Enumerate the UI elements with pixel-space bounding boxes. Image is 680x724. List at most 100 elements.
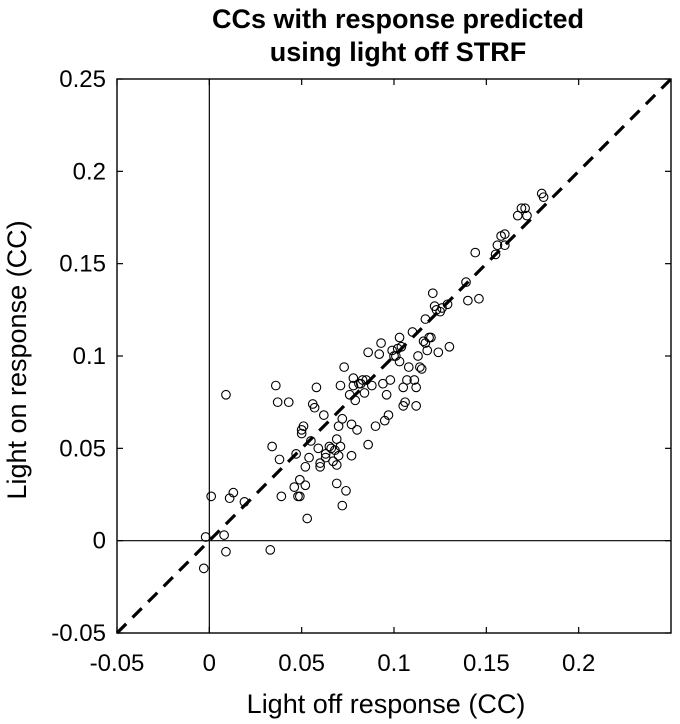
data-point bbox=[403, 362, 414, 372]
data-point bbox=[291, 449, 301, 459]
data-point bbox=[339, 362, 349, 372]
data-point bbox=[442, 299, 453, 310]
reference-lines bbox=[115, 77, 673, 635]
data-point bbox=[352, 425, 362, 435]
data-point bbox=[270, 380, 281, 391]
data-point bbox=[294, 474, 305, 485]
data-point bbox=[400, 397, 410, 408]
y-tick-label: 0.15 bbox=[59, 251, 106, 278]
data-point bbox=[344, 389, 355, 400]
data-point bbox=[420, 314, 431, 324]
data-point bbox=[228, 487, 239, 498]
data-point bbox=[474, 293, 484, 304]
data-point bbox=[385, 375, 396, 385]
data-point bbox=[341, 485, 351, 496]
x-tick-label: 0.2 bbox=[562, 650, 595, 677]
data-point bbox=[198, 563, 209, 574]
x-tick-label: 0.1 bbox=[377, 650, 410, 677]
data-point bbox=[411, 401, 422, 411]
data-point bbox=[370, 421, 381, 432]
data-point bbox=[361, 375, 372, 385]
data-point bbox=[359, 388, 370, 398]
data-point bbox=[463, 295, 473, 306]
data-point bbox=[381, 389, 392, 400]
data-point bbox=[499, 240, 510, 251]
y-axis-label: Light on response (CC) bbox=[2, 220, 32, 499]
x-tick-label: -0.05 bbox=[90, 650, 145, 677]
x-tick-label: 0.15 bbox=[463, 650, 510, 677]
data-point bbox=[348, 380, 359, 391]
data-point bbox=[315, 458, 325, 468]
data-point bbox=[267, 441, 277, 452]
data-point bbox=[335, 441, 346, 452]
data-point bbox=[300, 480, 311, 491]
data-point bbox=[407, 327, 418, 337]
axis-ticks: -0.05 0 0.05 0.1 0.15 0.2 -0.05 0 0.05 0.1 0.15 0.2… bbox=[51, 66, 671, 677]
data-point bbox=[416, 364, 427, 374]
data-point bbox=[426, 332, 436, 343]
data-point bbox=[318, 410, 329, 420]
data-point bbox=[394, 356, 405, 367]
data-point bbox=[306, 436, 316, 446]
data-point bbox=[409, 375, 420, 385]
data-point bbox=[335, 380, 346, 391]
y-tick-label: 0.05 bbox=[59, 435, 106, 462]
x-tick-label: 0.05 bbox=[278, 650, 325, 677]
data-point bbox=[376, 338, 386, 348]
data-point bbox=[411, 382, 422, 393]
data-point bbox=[206, 491, 217, 502]
data-point bbox=[394, 332, 405, 343]
data-point bbox=[346, 419, 357, 430]
data-point bbox=[499, 229, 510, 239]
data-point bbox=[304, 452, 314, 463]
data-point bbox=[350, 395, 361, 406]
data-point bbox=[490, 249, 501, 260]
data-point bbox=[337, 413, 348, 424]
y-tick-label: -0.05 bbox=[51, 620, 106, 647]
data-point bbox=[427, 288, 438, 299]
data-point bbox=[283, 397, 294, 408]
data-point bbox=[363, 439, 373, 450]
y-tick-label: 0.2 bbox=[73, 158, 106, 185]
data-point bbox=[402, 375, 412, 385]
data-point bbox=[302, 513, 313, 524]
data-point bbox=[298, 421, 309, 432]
data-point bbox=[422, 345, 433, 356]
data-point bbox=[294, 491, 305, 502]
data-point bbox=[470, 247, 481, 258]
data-point bbox=[328, 456, 338, 467]
data-point bbox=[374, 349, 385, 360]
data-point bbox=[337, 500, 348, 511]
data-point bbox=[333, 450, 344, 461]
data-point bbox=[300, 461, 311, 472]
data-point bbox=[396, 341, 407, 352]
data-point bbox=[522, 210, 532, 221]
chart-title-line-2: using light off STRF bbox=[270, 37, 526, 67]
data-point bbox=[331, 460, 342, 470]
data-point bbox=[265, 545, 276, 555]
data-point bbox=[221, 389, 231, 400]
data-point bbox=[363, 347, 373, 358]
data-point bbox=[444, 341, 455, 352]
chart-title-line-1: CCs with response predicted bbox=[212, 4, 584, 34]
data-point bbox=[274, 454, 285, 465]
data-point bbox=[219, 530, 229, 540]
data-point bbox=[433, 347, 444, 358]
data-point bbox=[272, 397, 283, 408]
data-points bbox=[198, 188, 549, 574]
data-point bbox=[492, 240, 503, 251]
data-point bbox=[357, 375, 368, 385]
data-point bbox=[520, 203, 530, 214]
data-point bbox=[331, 478, 342, 489]
data-point bbox=[200, 532, 211, 542]
data-point bbox=[239, 497, 250, 507]
data-point bbox=[311, 382, 322, 393]
data-point bbox=[296, 428, 307, 439]
data-point bbox=[538, 192, 549, 203]
data-point bbox=[289, 482, 300, 492]
data-point bbox=[315, 461, 325, 472]
data-point bbox=[461, 277, 471, 287]
data-point bbox=[221, 546, 231, 557]
y-tick-label: 0.25 bbox=[59, 66, 106, 93]
x-tick-label: 0 bbox=[203, 650, 216, 677]
